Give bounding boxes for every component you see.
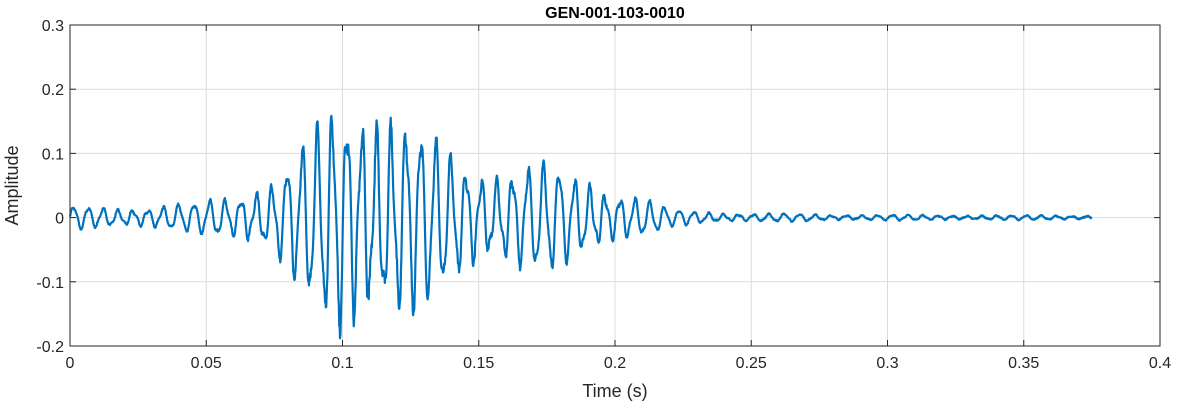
- y-axis-label: Amplitude: [2, 145, 22, 225]
- y-tick-label: -0.1: [36, 275, 64, 292]
- x-tick-label: 0.1: [331, 355, 353, 372]
- x-tick-label: 0.35: [1008, 355, 1039, 372]
- chart-title: GEN-001-103-0010: [545, 5, 685, 22]
- axis-ticks: 0 0.05 0.1 0.15 0.2 0.25 0.3 0.35 0.4 -0.2 -0.1 0 0.…: [36, 18, 1171, 372]
- x-tick-label: 0.15: [463, 355, 494, 372]
- y-tick-label: 0.1: [42, 146, 64, 163]
- x-tick-label: 0: [66, 355, 75, 372]
- y-tick-label: 0: [55, 211, 64, 228]
- x-tick-label: 0.4: [1149, 355, 1171, 372]
- y-tick-label: 0.3: [42, 18, 64, 35]
- grid: [69, 24, 1161, 347]
- x-axis-label: Time (s): [582, 381, 647, 401]
- x-tick-label: 0.05: [191, 355, 222, 372]
- x-tick-label: 0.25: [736, 355, 767, 372]
- x-tick-label: 0.2: [604, 355, 626, 372]
- y-tick-label: 0.2: [42, 82, 64, 99]
- series-line: [68, 114, 1093, 340]
- y-tick-label: -0.2: [36, 339, 64, 356]
- x-tick-label: 0.3: [876, 355, 898, 372]
